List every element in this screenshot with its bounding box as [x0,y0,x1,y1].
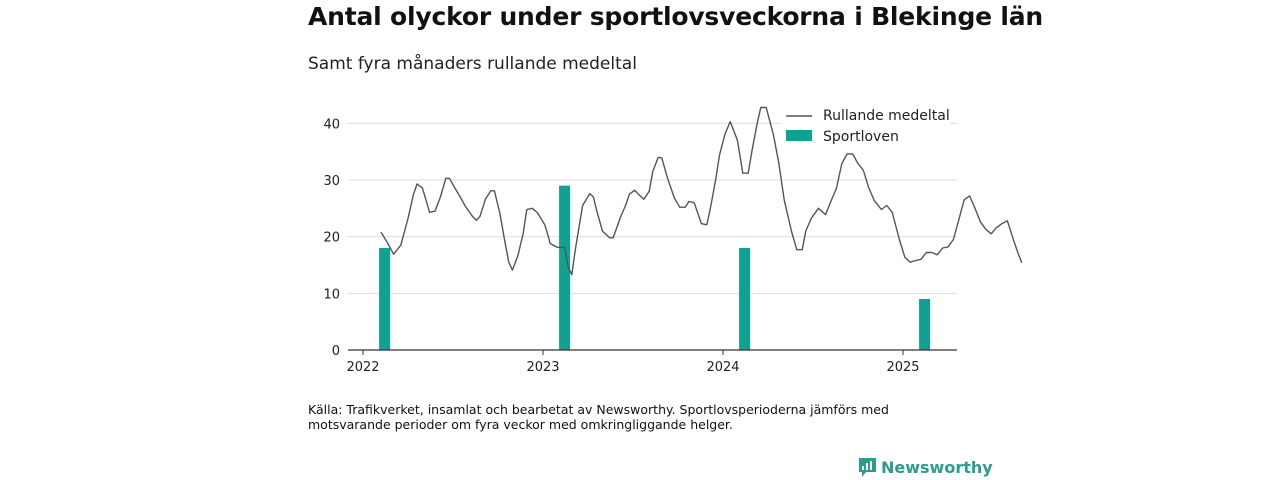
y-tick-label: 40 [323,117,340,132]
bar-sportloven [559,185,571,350]
chart-subtitle: Samt fyra månaders rullande medeltal [308,54,637,74]
y-tick-label: 10 [323,287,340,302]
x-tick-label: 2024 [706,360,739,375]
bar-sportloven [379,248,391,350]
legend-label-sportloven: Sportloven [823,129,899,145]
axes: 0 10 20 30 40 2022 2023 2024 2025 [323,117,957,375]
line-series [380,106,1023,276]
bar-sportloven [739,248,751,350]
source-note: Källa: Trafikverket, insamlat och bearbe… [308,402,889,432]
x-tick-label: 2022 [346,360,379,375]
line-rolling-average [380,106,1023,276]
x-tick-label: 2023 [526,360,559,375]
chart-title: Antal olyckor under sportlovsveckorna i … [308,2,1044,31]
legend-bar-swatch [786,130,812,141]
x-tick-label: 2025 [886,360,919,375]
bar-chart-speech-bubble-icon [859,458,876,477]
bar-sportloven [919,299,931,350]
y-tick-label: 30 [323,174,340,189]
legend-label-rolling-average: Rullande medeltal [823,108,950,124]
gridlines [348,122,957,294]
bar-series [379,185,931,350]
brand-name: Newsworthy [881,458,993,477]
brand-logo[interactable]: Newsworthy [858,457,993,478]
y-tick-label: 0 [332,344,340,359]
y-tick-label: 20 [323,231,340,246]
legend: Rullande medeltal Sportloven [780,103,950,145]
